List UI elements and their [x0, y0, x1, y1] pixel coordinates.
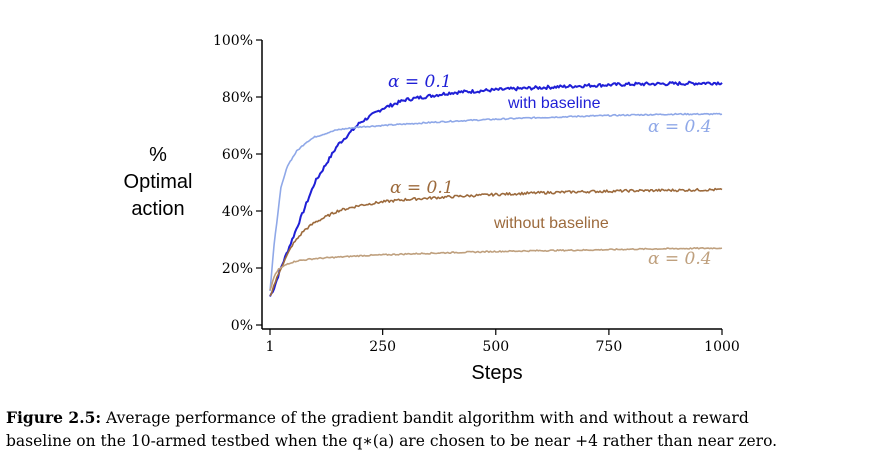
- x-axis-title: Steps: [471, 362, 522, 384]
- y-tick-label: 80%: [222, 90, 253, 106]
- x-tick-label: 1000: [704, 339, 740, 355]
- caption-text-line-2: baseline on the 10-armed testbed when th…: [6, 432, 778, 450]
- series-line: [269, 246, 723, 291]
- x-tick-label: 1: [266, 339, 275, 355]
- annotation-without-baseline-alpha-low: α = 0.4: [648, 249, 712, 269]
- y-tick-label: 40%: [222, 204, 253, 220]
- annotation-without-baseline-alpha-high: α = 0.1: [390, 178, 454, 198]
- plot-area: 0% 20% 40% 60% 80% 100% 1 250 500 750 1000: [213, 33, 740, 355]
- figure-caption: Figure 2.5: Average performance of the g…: [6, 406, 886, 453]
- annotation-with-baseline-alpha-low: α = 0.4: [648, 117, 712, 137]
- x-tick-label: 750: [596, 339, 623, 355]
- caption-text-line-1: Average performance of the gradient band…: [101, 409, 749, 427]
- series-group: [269, 80, 723, 297]
- x-tick-label: 500: [482, 339, 509, 355]
- y-tick-label: 100%: [213, 33, 253, 49]
- y-axis-title-line-3: action: [131, 198, 184, 220]
- x-tick-label: 250: [369, 339, 396, 355]
- y-axis-title: % Optimal action: [124, 144, 193, 220]
- y-ticks: 0% 20% 40% 60% 80% 100%: [213, 33, 262, 334]
- caption-figure-label: Figure 2.5:: [6, 408, 102, 427]
- annotation-with-baseline: with baseline: [507, 95, 601, 112]
- x-ticks: 1 250 500 750 1000: [266, 329, 740, 355]
- annotations: α = 0.1 with baseline α = 0.4 α = 0.1 wi…: [388, 72, 712, 269]
- series-line: [269, 112, 723, 292]
- y-axis-title-line-1: %: [149, 144, 167, 166]
- caption-line-1: Figure 2.5: Average performance of the g…: [6, 406, 886, 430]
- annotation-without-baseline: without baseline: [493, 215, 609, 232]
- y-tick-label: 60%: [222, 147, 253, 163]
- series-line: [269, 80, 723, 297]
- chart: 0%20%40%60%80%100% 1 250 500 750 1000 Steps …: [124, 33, 740, 384]
- y-tick-label: 20%: [222, 261, 253, 277]
- annotation-with-baseline-alpha-high: α = 0.1: [388, 72, 452, 92]
- y-axis-title-line-2: Optimal: [124, 171, 193, 193]
- y-tick-label: 0%: [231, 318, 253, 334]
- series-line: [269, 187, 723, 297]
